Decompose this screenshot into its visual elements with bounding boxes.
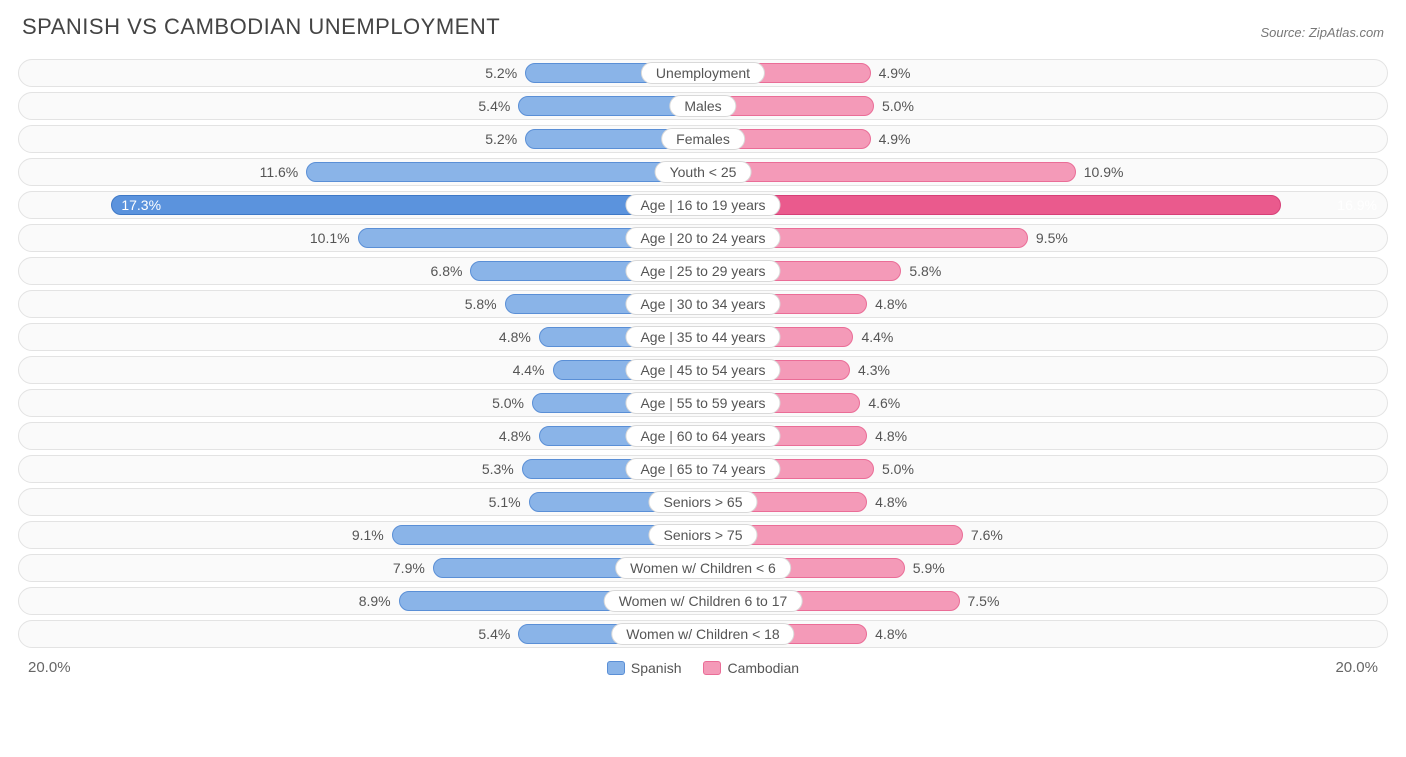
value-label-spanish: 5.2% (485, 60, 525, 86)
chart-row: 4.8% 4.8% Age | 60 to 64 years (18, 422, 1388, 450)
category-pill: Age | 30 to 34 years (625, 293, 780, 315)
value-label-spanish: 7.9% (393, 555, 433, 581)
chart-row: 17.3% 16.9% Age | 16 to 19 years (18, 191, 1388, 219)
chart-row: 10.1% 9.5% Age | 20 to 24 years (18, 224, 1388, 252)
diverging-bar-chart: 5.2% 4.9% Unemployment 5.4% 5.0% Males 5.2% 4.9… (0, 46, 1406, 655)
chart-row: 5.8% 4.8% Age | 30 to 34 years (18, 290, 1388, 318)
value-label-spanish: 5.2% (485, 126, 525, 152)
category-pill: Women w/ Children < 6 (615, 557, 791, 579)
chart-row: 5.4% 5.0% Males (18, 92, 1388, 120)
value-label-cambodian: 4.8% (867, 291, 907, 317)
value-label-cambodian: 5.0% (874, 93, 914, 119)
category-pill: Age | 45 to 54 years (625, 359, 780, 381)
value-label-spanish: 5.1% (489, 489, 529, 515)
value-label-cambodian: 4.9% (871, 60, 911, 86)
value-label-cambodian: 4.3% (850, 357, 890, 383)
chart-source: Source: ZipAtlas.com (1260, 25, 1384, 40)
legend-swatch-spanish (607, 661, 625, 675)
chart-row: 7.9% 5.9% Women w/ Children < 6 (18, 554, 1388, 582)
value-label-spanish: 5.0% (492, 390, 532, 416)
category-pill: Seniors > 65 (649, 491, 758, 513)
category-pill: Age | 25 to 29 years (625, 260, 780, 282)
chart-title: SPANISH VS CAMBODIAN UNEMPLOYMENT (22, 14, 500, 40)
category-pill: Women w/ Children < 18 (611, 623, 794, 645)
category-pill: Males (669, 95, 736, 117)
value-label-cambodian: 7.6% (963, 522, 1003, 548)
legend-label-spanish: Spanish (631, 660, 682, 676)
legend-swatch-cambodian (703, 661, 721, 675)
legend-item-spanish: Spanish (607, 660, 682, 676)
chart-footer: 20.0% Spanish Cambodian 20.0% (0, 655, 1406, 686)
value-label-spanish: 9.1% (352, 522, 392, 548)
value-label-spanish: 5.4% (478, 621, 518, 647)
category-pill: Age | 65 to 74 years (625, 458, 780, 480)
value-label-spanish: 5.8% (465, 291, 505, 317)
value-label-spanish: 5.4% (478, 93, 518, 119)
category-pill: Age | 60 to 64 years (625, 425, 780, 447)
category-pill: Unemployment (641, 62, 765, 84)
value-label-cambodian: 9.5% (1028, 225, 1068, 251)
bar-cambodian (703, 162, 1076, 182)
axis-max-left: 20.0% (28, 659, 71, 676)
value-label-cambodian: 4.8% (867, 489, 907, 515)
chart-row: 5.3% 5.0% Age | 65 to 74 years (18, 455, 1388, 483)
value-label-cambodian: 7.5% (960, 588, 1000, 614)
value-label-cambodian: 4.9% (871, 126, 911, 152)
category-pill: Age | 55 to 59 years (625, 392, 780, 414)
value-label-cambodian: 4.8% (867, 621, 907, 647)
value-label-spanish: 10.1% (310, 225, 358, 251)
value-label-spanish: 4.8% (499, 324, 539, 350)
chart-row: 5.2% 4.9% Females (18, 125, 1388, 153)
chart-row: 9.1% 7.6% Seniors > 75 (18, 521, 1388, 549)
value-label-cambodian: 5.9% (905, 555, 945, 581)
value-label-spanish: 8.9% (359, 588, 399, 614)
chart-row: 5.1% 4.8% Seniors > 65 (18, 488, 1388, 516)
value-label-spanish: 4.8% (499, 423, 539, 449)
legend-item-cambodian: Cambodian (703, 660, 799, 676)
category-pill: Youth < 25 (655, 161, 752, 183)
axis-max-right: 20.0% (1335, 659, 1378, 676)
chart-row: 5.2% 4.9% Unemployment (18, 59, 1388, 87)
chart-legend: Spanish Cambodian (607, 660, 799, 676)
chart-row: 5.0% 4.6% Age | 55 to 59 years (18, 389, 1388, 417)
bar-spanish (306, 162, 703, 182)
chart-row: 6.8% 5.8% Age | 25 to 29 years (18, 257, 1388, 285)
value-label-cambodian: 4.6% (860, 390, 900, 416)
chart-row: 4.4% 4.3% Age | 45 to 54 years (18, 356, 1388, 384)
bar-cambodian (703, 195, 1281, 215)
chart-row: 8.9% 7.5% Women w/ Children 6 to 17 (18, 587, 1388, 615)
legend-label-cambodian: Cambodian (727, 660, 799, 676)
value-label-spanish: 5.3% (482, 456, 522, 482)
value-label-cambodian: 5.8% (901, 258, 941, 284)
category-pill: Age | 20 to 24 years (625, 227, 780, 249)
category-pill: Age | 35 to 44 years (625, 326, 780, 348)
category-pill: Seniors > 75 (649, 524, 758, 546)
category-pill: Females (661, 128, 745, 150)
chart-row: 5.4% 4.8% Women w/ Children < 18 (18, 620, 1388, 648)
chart-row: 4.8% 4.4% Age | 35 to 44 years (18, 323, 1388, 351)
chart-row: 11.6% 10.9% Youth < 25 (18, 158, 1388, 186)
category-pill: Women w/ Children 6 to 17 (604, 590, 803, 612)
value-label-cambodian: 4.4% (853, 324, 893, 350)
value-label-spanish: 6.8% (431, 258, 471, 284)
value-label-cambodian: 10.9% (1076, 159, 1124, 185)
category-pill: Age | 16 to 19 years (625, 194, 780, 216)
value-label-spanish: 4.4% (513, 357, 553, 383)
value-label-cambodian: 4.8% (867, 423, 907, 449)
bar-spanish (111, 195, 703, 215)
value-label-cambodian: 5.0% (874, 456, 914, 482)
value-label-spanish: 17.3% (111, 192, 161, 218)
value-label-spanish: 11.6% (260, 159, 307, 185)
value-label-cambodian: 16.9% (1337, 192, 1387, 218)
chart-header: SPANISH VS CAMBODIAN UNEMPLOYMENT Source… (0, 0, 1406, 46)
